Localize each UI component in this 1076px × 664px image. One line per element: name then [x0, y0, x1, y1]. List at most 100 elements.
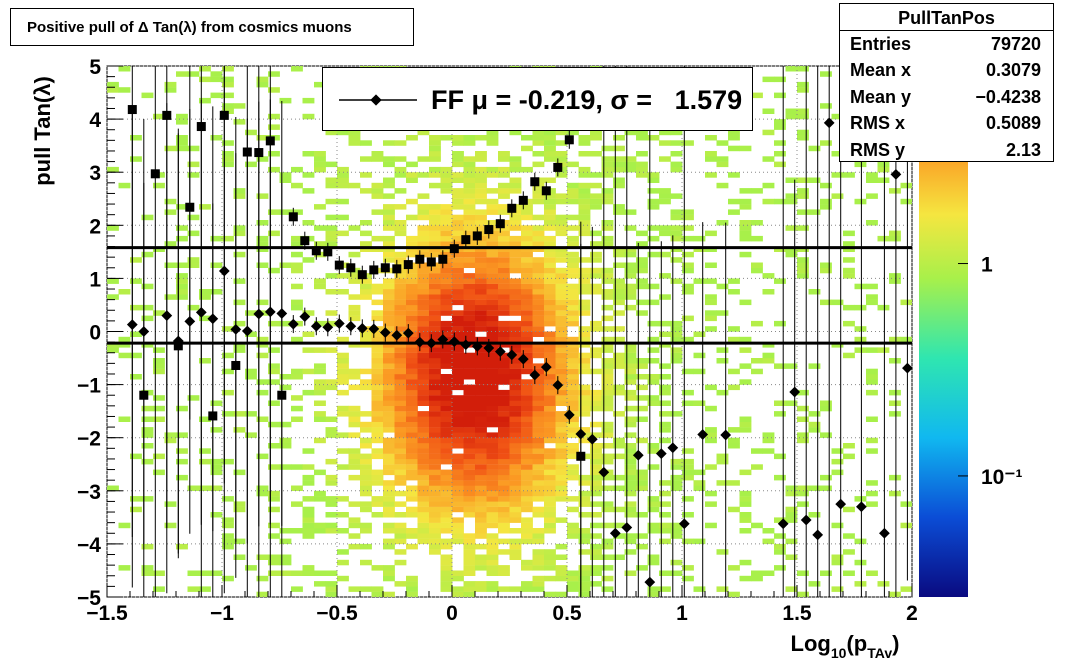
heatmap-cell [670, 246, 683, 252]
heatmap-cell [567, 533, 579, 539]
heatmap-cell [590, 257, 602, 263]
heatmap-cell [371, 358, 384, 364]
heatmap-cell [578, 336, 591, 343]
heatmap-cell [141, 283, 154, 290]
heatmap-cell [383, 570, 395, 576]
heatmap-cell [268, 368, 280, 375]
heatmap-cell [429, 204, 441, 210]
heatmap-cell [463, 283, 476, 290]
heatmap-cell [693, 352, 706, 359]
heatmap-cell [452, 458, 464, 465]
data-point-diamond [287, 318, 299, 330]
heatmap-cell [291, 299, 303, 306]
data-point-square [346, 263, 356, 273]
heatmap-cell [302, 533, 315, 539]
heatmap-cell [360, 278, 372, 284]
heatmap-cell [291, 416, 303, 422]
heatmap-cell [578, 193, 591, 199]
heatmap-cell [176, 204, 188, 210]
heatmap-cell [498, 464, 510, 470]
heatmap-cell [452, 480, 464, 486]
heatmap-cell [463, 389, 476, 396]
heatmap-cell [509, 490, 522, 497]
heatmap-cell [325, 416, 338, 422]
heatmap-cell [601, 278, 614, 284]
heatmap-cell [532, 193, 545, 199]
heatmap-cell [452, 347, 464, 353]
heatmap-cell [498, 565, 510, 571]
heatmap-cell [647, 172, 660, 178]
heatmap-cell [383, 225, 395, 231]
heatmap-cell [590, 490, 602, 497]
heatmap-cell [486, 501, 499, 507]
heatmap-cell [360, 342, 372, 348]
heatmap-cell [728, 145, 740, 152]
heatmap-cell [521, 522, 533, 529]
heatmap-cell [417, 235, 430, 242]
heatmap-cell [567, 363, 579, 369]
heatmap-cell [371, 421, 384, 428]
heatmap-cell [417, 416, 430, 422]
heatmap-cell [429, 320, 441, 327]
heatmap-cell [831, 151, 844, 157]
heatmap-cell [843, 533, 855, 539]
heatmap-cell [440, 177, 453, 183]
heatmap-cell [774, 453, 786, 460]
heatmap-cell [475, 273, 487, 279]
heatmap-cell [475, 448, 487, 454]
heatmap-cell [532, 496, 545, 502]
heatmap-cell [463, 432, 476, 438]
heatmap-cell [509, 220, 522, 226]
heatmap-cell [394, 448, 407, 454]
heatmap-cell [843, 506, 855, 513]
heatmap-cell [452, 437, 464, 444]
heatmap-cell [383, 326, 395, 332]
heatmap-cell [785, 554, 798, 560]
heatmap-cell [302, 368, 315, 375]
heatmap-cell [268, 166, 280, 173]
heatmap-cell [383, 506, 395, 513]
heatmap-cell [417, 267, 430, 274]
heatmap-cell [682, 315, 694, 322]
heatmap-cell [417, 469, 430, 476]
heatmap-cell [463, 416, 476, 422]
heatmap-cell [486, 315, 499, 322]
heatmap-cell [429, 289, 441, 295]
heatmap-cell [498, 517, 510, 523]
heatmap-cell [601, 443, 614, 449]
heatmap-cell [360, 469, 372, 476]
heatmap-cell [463, 193, 476, 199]
heatmap-cell [440, 543, 453, 550]
heatmap-cell [716, 549, 729, 555]
heatmap-cell [141, 304, 154, 311]
data-point-diamond [448, 336, 460, 347]
heatmap-cell [417, 294, 430, 300]
heatmap-cell [509, 294, 522, 300]
heatmap-cell [670, 230, 683, 237]
heatmap-cell [797, 432, 809, 438]
heatmap-cell [866, 379, 878, 385]
heatmap-cell [406, 278, 418, 284]
heatmap-cell [440, 326, 453, 332]
heatmap-cell [498, 411, 510, 417]
heatmap-cell [383, 453, 395, 460]
heatmap-cell [498, 172, 510, 178]
heatmap-cell [475, 469, 487, 476]
heatmap-cell [383, 289, 395, 295]
heatmap-cell [555, 267, 568, 274]
heatmap-cell [256, 220, 269, 226]
heatmap-cell [463, 485, 476, 491]
data-point-square [541, 186, 551, 196]
heatmap-cell [199, 97, 211, 104]
heatmap-cell [544, 480, 556, 486]
heatmap-cell [739, 225, 752, 231]
heatmap-cell [486, 246, 499, 252]
heatmap-cell [498, 496, 510, 502]
heatmap-cell [371, 379, 384, 385]
heatmap-cell [463, 304, 476, 311]
heatmap-cell [578, 512, 591, 518]
heatmap-cell [463, 464, 476, 470]
heatmap-cell [394, 512, 407, 518]
heatmap-cell [521, 262, 533, 268]
heatmap-cell [555, 416, 568, 422]
